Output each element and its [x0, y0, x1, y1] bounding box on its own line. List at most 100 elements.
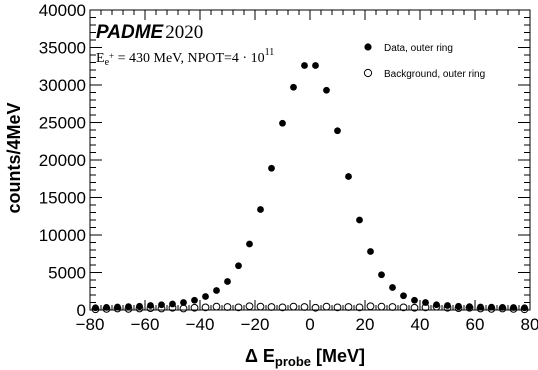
- series-background-outer-ring: [91, 302, 529, 314]
- background-point: [212, 302, 221, 311]
- background-point: [256, 302, 265, 311]
- x-label-suffix: [MeV]: [311, 346, 365, 366]
- x-tick-label: 0: [305, 315, 314, 334]
- data-point: [213, 287, 220, 294]
- x-axis-label: Δ Eprobe [MeV]: [245, 346, 365, 369]
- background-point: [366, 302, 375, 311]
- info-subscript: e: [105, 57, 110, 68]
- brand-year: 2020: [165, 22, 203, 43]
- series-data-outer-ring: [92, 62, 528, 312]
- background-point: [223, 303, 232, 311]
- background-point: [410, 303, 419, 312]
- data-point: [180, 299, 187, 306]
- data-point: [389, 284, 396, 291]
- background-point: [322, 302, 331, 311]
- data-point: [301, 62, 308, 69]
- background-point: [520, 305, 529, 314]
- y-tick-label: 10000: [39, 226, 86, 245]
- data-point: [444, 302, 451, 309]
- x-tick-label: 80: [521, 315, 538, 334]
- background-point: [498, 304, 507, 313]
- background-point: [124, 304, 133, 313]
- background-point: [300, 303, 309, 311]
- y-axis-label: counts/4MeV: [4, 102, 24, 213]
- data-point: [367, 248, 374, 255]
- info-prefix: E: [96, 51, 105, 66]
- data-point: [356, 216, 363, 224]
- data-point: [147, 302, 154, 309]
- background-point: [465, 303, 474, 312]
- background-point: [377, 302, 386, 311]
- background-point: [399, 303, 408, 312]
- y-tick-label: 15000: [39, 189, 86, 208]
- data-point: [246, 240, 253, 248]
- data-point: [345, 173, 352, 180]
- x-label-prefix: Δ E: [245, 346, 275, 366]
- data-point: [433, 301, 440, 309]
- background-point: [311, 303, 320, 312]
- data-point: [334, 127, 341, 135]
- x-tick-label: −40: [186, 315, 215, 334]
- background-point: [157, 304, 166, 313]
- background-point: [421, 303, 430, 312]
- legend-label-data: Data, outer ring: [384, 43, 453, 54]
- x-tick-label: −60: [131, 315, 160, 334]
- info-middle: = 430 MeV, NPOT=4 · 10: [114, 51, 264, 66]
- background-point: [289, 302, 298, 311]
- x-tick-label: −80: [76, 315, 105, 334]
- background-point: [344, 303, 353, 311]
- info-superscript: +: [109, 51, 114, 61]
- data-point: [455, 302, 462, 310]
- background-point: [179, 304, 188, 313]
- data-point: [224, 278, 231, 285]
- data-point: [257, 206, 264, 213]
- y-tick-label: 40000: [39, 1, 86, 20]
- background-point: [234, 303, 243, 312]
- background-point: [146, 304, 155, 313]
- data-point: [136, 302, 143, 310]
- y-tick-label: 5000: [48, 264, 86, 283]
- background-point: [102, 304, 111, 313]
- legend: Data, outer ring Background, outer ring: [363, 43, 485, 80]
- data-point: [202, 293, 209, 300]
- x-tick-label: −20: [241, 315, 270, 334]
- background-point: [168, 303, 177, 312]
- data-point: [235, 262, 242, 270]
- data-point: [312, 62, 319, 69]
- y-tick-label: 35000: [39, 39, 86, 58]
- info-exponent: 11: [265, 47, 275, 58]
- y-tick-label: 30000: [39, 76, 86, 95]
- legend-label-background: Background, outer ring: [384, 69, 485, 80]
- legend-marker-data: [364, 43, 372, 51]
- legend-marker-background: [363, 68, 373, 78]
- background-point: [509, 304, 518, 313]
- x-tick-label: 20: [356, 315, 375, 334]
- data-point: [191, 296, 198, 304]
- data-point: [279, 119, 286, 127]
- background-point: [333, 303, 342, 312]
- background-point: [454, 304, 463, 313]
- background-point: [190, 303, 199, 312]
- background-point: [135, 304, 144, 313]
- data-point: [378, 271, 385, 279]
- x-tick-label: 40: [411, 315, 430, 334]
- background-point: [487, 304, 496, 313]
- background-point: [443, 303, 452, 312]
- y-tick-label: 0: [77, 301, 86, 320]
- data-point: [268, 164, 275, 172]
- data-point: [400, 292, 407, 300]
- tick-labels: −80 −60 −40 −20 0 20 40 60 80 0 5000 10000 15000 2000…: [39, 1, 538, 334]
- y-tick-label: 20000: [39, 151, 86, 170]
- background-point: [201, 303, 210, 312]
- background-point: [113, 304, 122, 313]
- background-point: [267, 303, 276, 311]
- background-point: [278, 303, 287, 312]
- background-point: [476, 304, 485, 313]
- background-point: [388, 303, 397, 311]
- background-point: [432, 302, 441, 311]
- data-points: [91, 62, 529, 314]
- data-point: [125, 303, 132, 311]
- data-point: [411, 296, 418, 304]
- background-point: [355, 303, 364, 312]
